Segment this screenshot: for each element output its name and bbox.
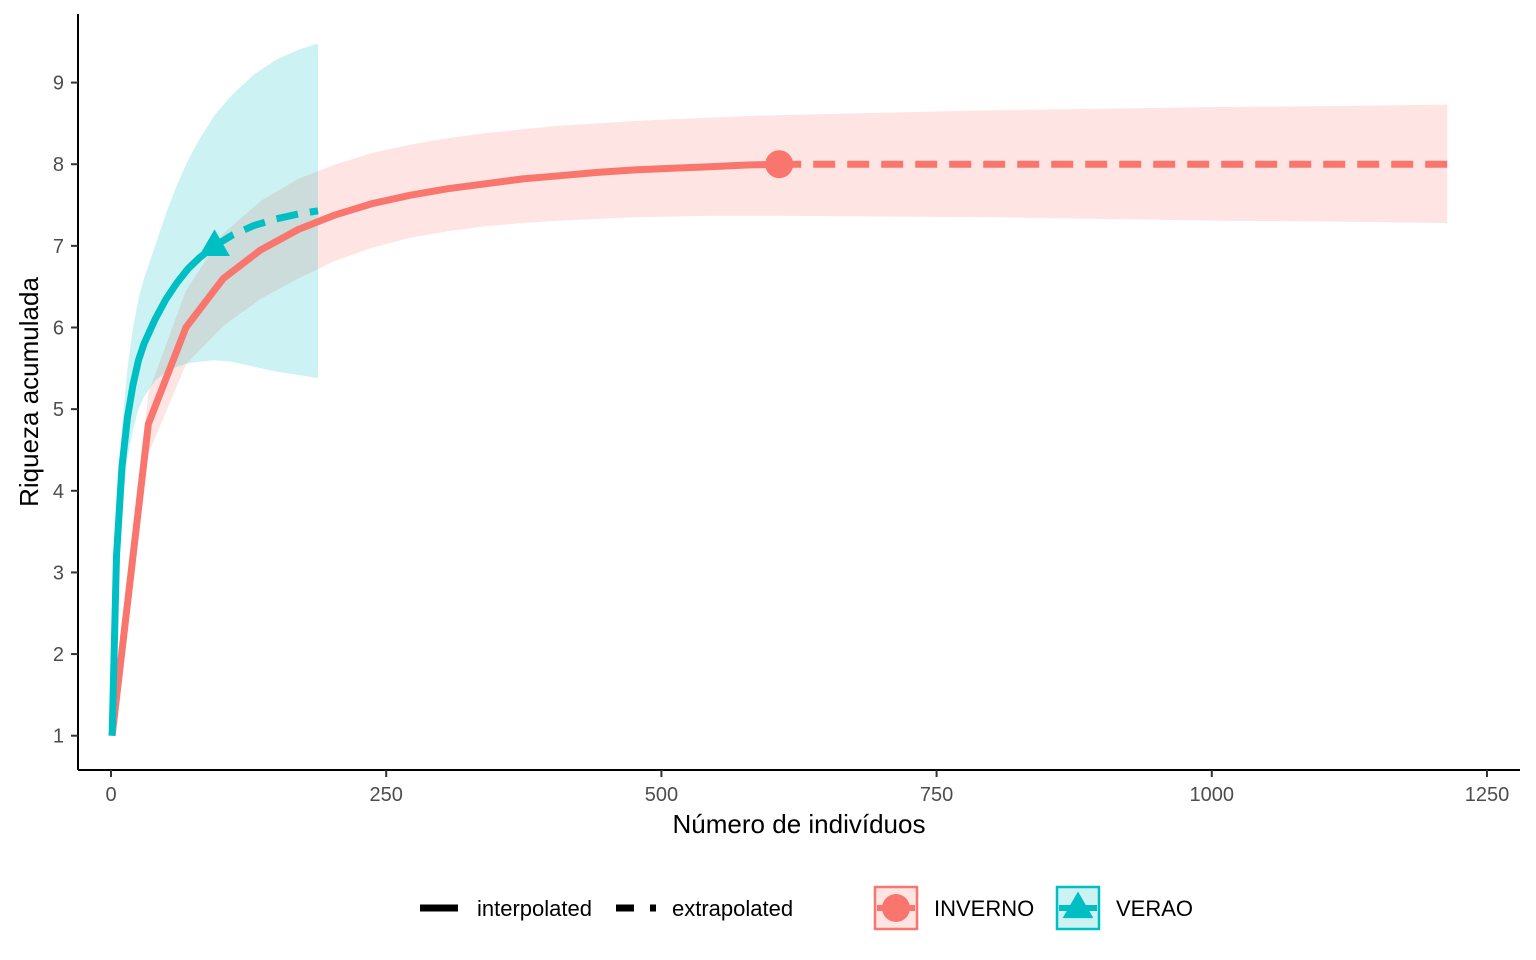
extrapolated-line-verao <box>212 207 319 249</box>
ci-ribbon-verao <box>112 43 318 736</box>
legend-label-verao: VERAO <box>1116 896 1193 921</box>
legend-label-inverno: INVERNO <box>934 896 1034 921</box>
x-tick-label: 750 <box>920 784 953 806</box>
y-axis-title: Riqueza acumulada <box>14 277 44 507</box>
x-tick-label: 500 <box>645 784 678 806</box>
legend-key-marker-verao <box>1062 891 1094 919</box>
y-tick-label: 4 <box>53 481 64 503</box>
legend-label-interpolated: interpolated <box>477 896 592 921</box>
y-tick-label: 2 <box>53 644 64 666</box>
y-tick-label: 3 <box>53 562 64 584</box>
observed-point-inverno <box>765 150 794 179</box>
legend-key-marker-inverno <box>882 894 910 922</box>
legend-label-extrapolated: extrapolated <box>672 896 793 921</box>
x-tick-label: 1000 <box>1190 784 1235 806</box>
x-axis-title: Número de indivíduos <box>673 809 926 839</box>
observed-point-verao <box>199 229 230 256</box>
y-tick-label: 1 <box>53 726 64 748</box>
observed-markers <box>199 150 794 256</box>
legend: interpolated extrapolated INVERNO VERAO <box>420 885 1193 931</box>
y-tick-label: 5 <box>53 399 64 421</box>
curve-lines <box>108 160 1448 737</box>
interpolated-line-verao <box>108 243 217 736</box>
x-tick-label: 1250 <box>1465 784 1510 806</box>
y-axis-ticks: 1 2 3 4 5 6 7 8 9 <box>53 73 78 748</box>
y-tick-label: 9 <box>53 73 64 95</box>
x-axis-ticks: 0 250 500 750 1000 1250 <box>105 770 1509 806</box>
ci-ribbon-inverno <box>112 104 1448 736</box>
interpolated-line-inverno <box>108 160 780 737</box>
x-tick-label: 0 <box>105 784 116 806</box>
y-tick-label: 8 <box>53 154 64 176</box>
ci-ribbons <box>112 43 1448 736</box>
axes: 0 250 500 750 1000 1250 1 2 3 4 5 6 7 8 9 <box>53 14 1520 806</box>
y-tick-label: 6 <box>53 318 64 340</box>
x-tick-label: 250 <box>370 784 403 806</box>
y-tick-label: 7 <box>53 236 64 258</box>
